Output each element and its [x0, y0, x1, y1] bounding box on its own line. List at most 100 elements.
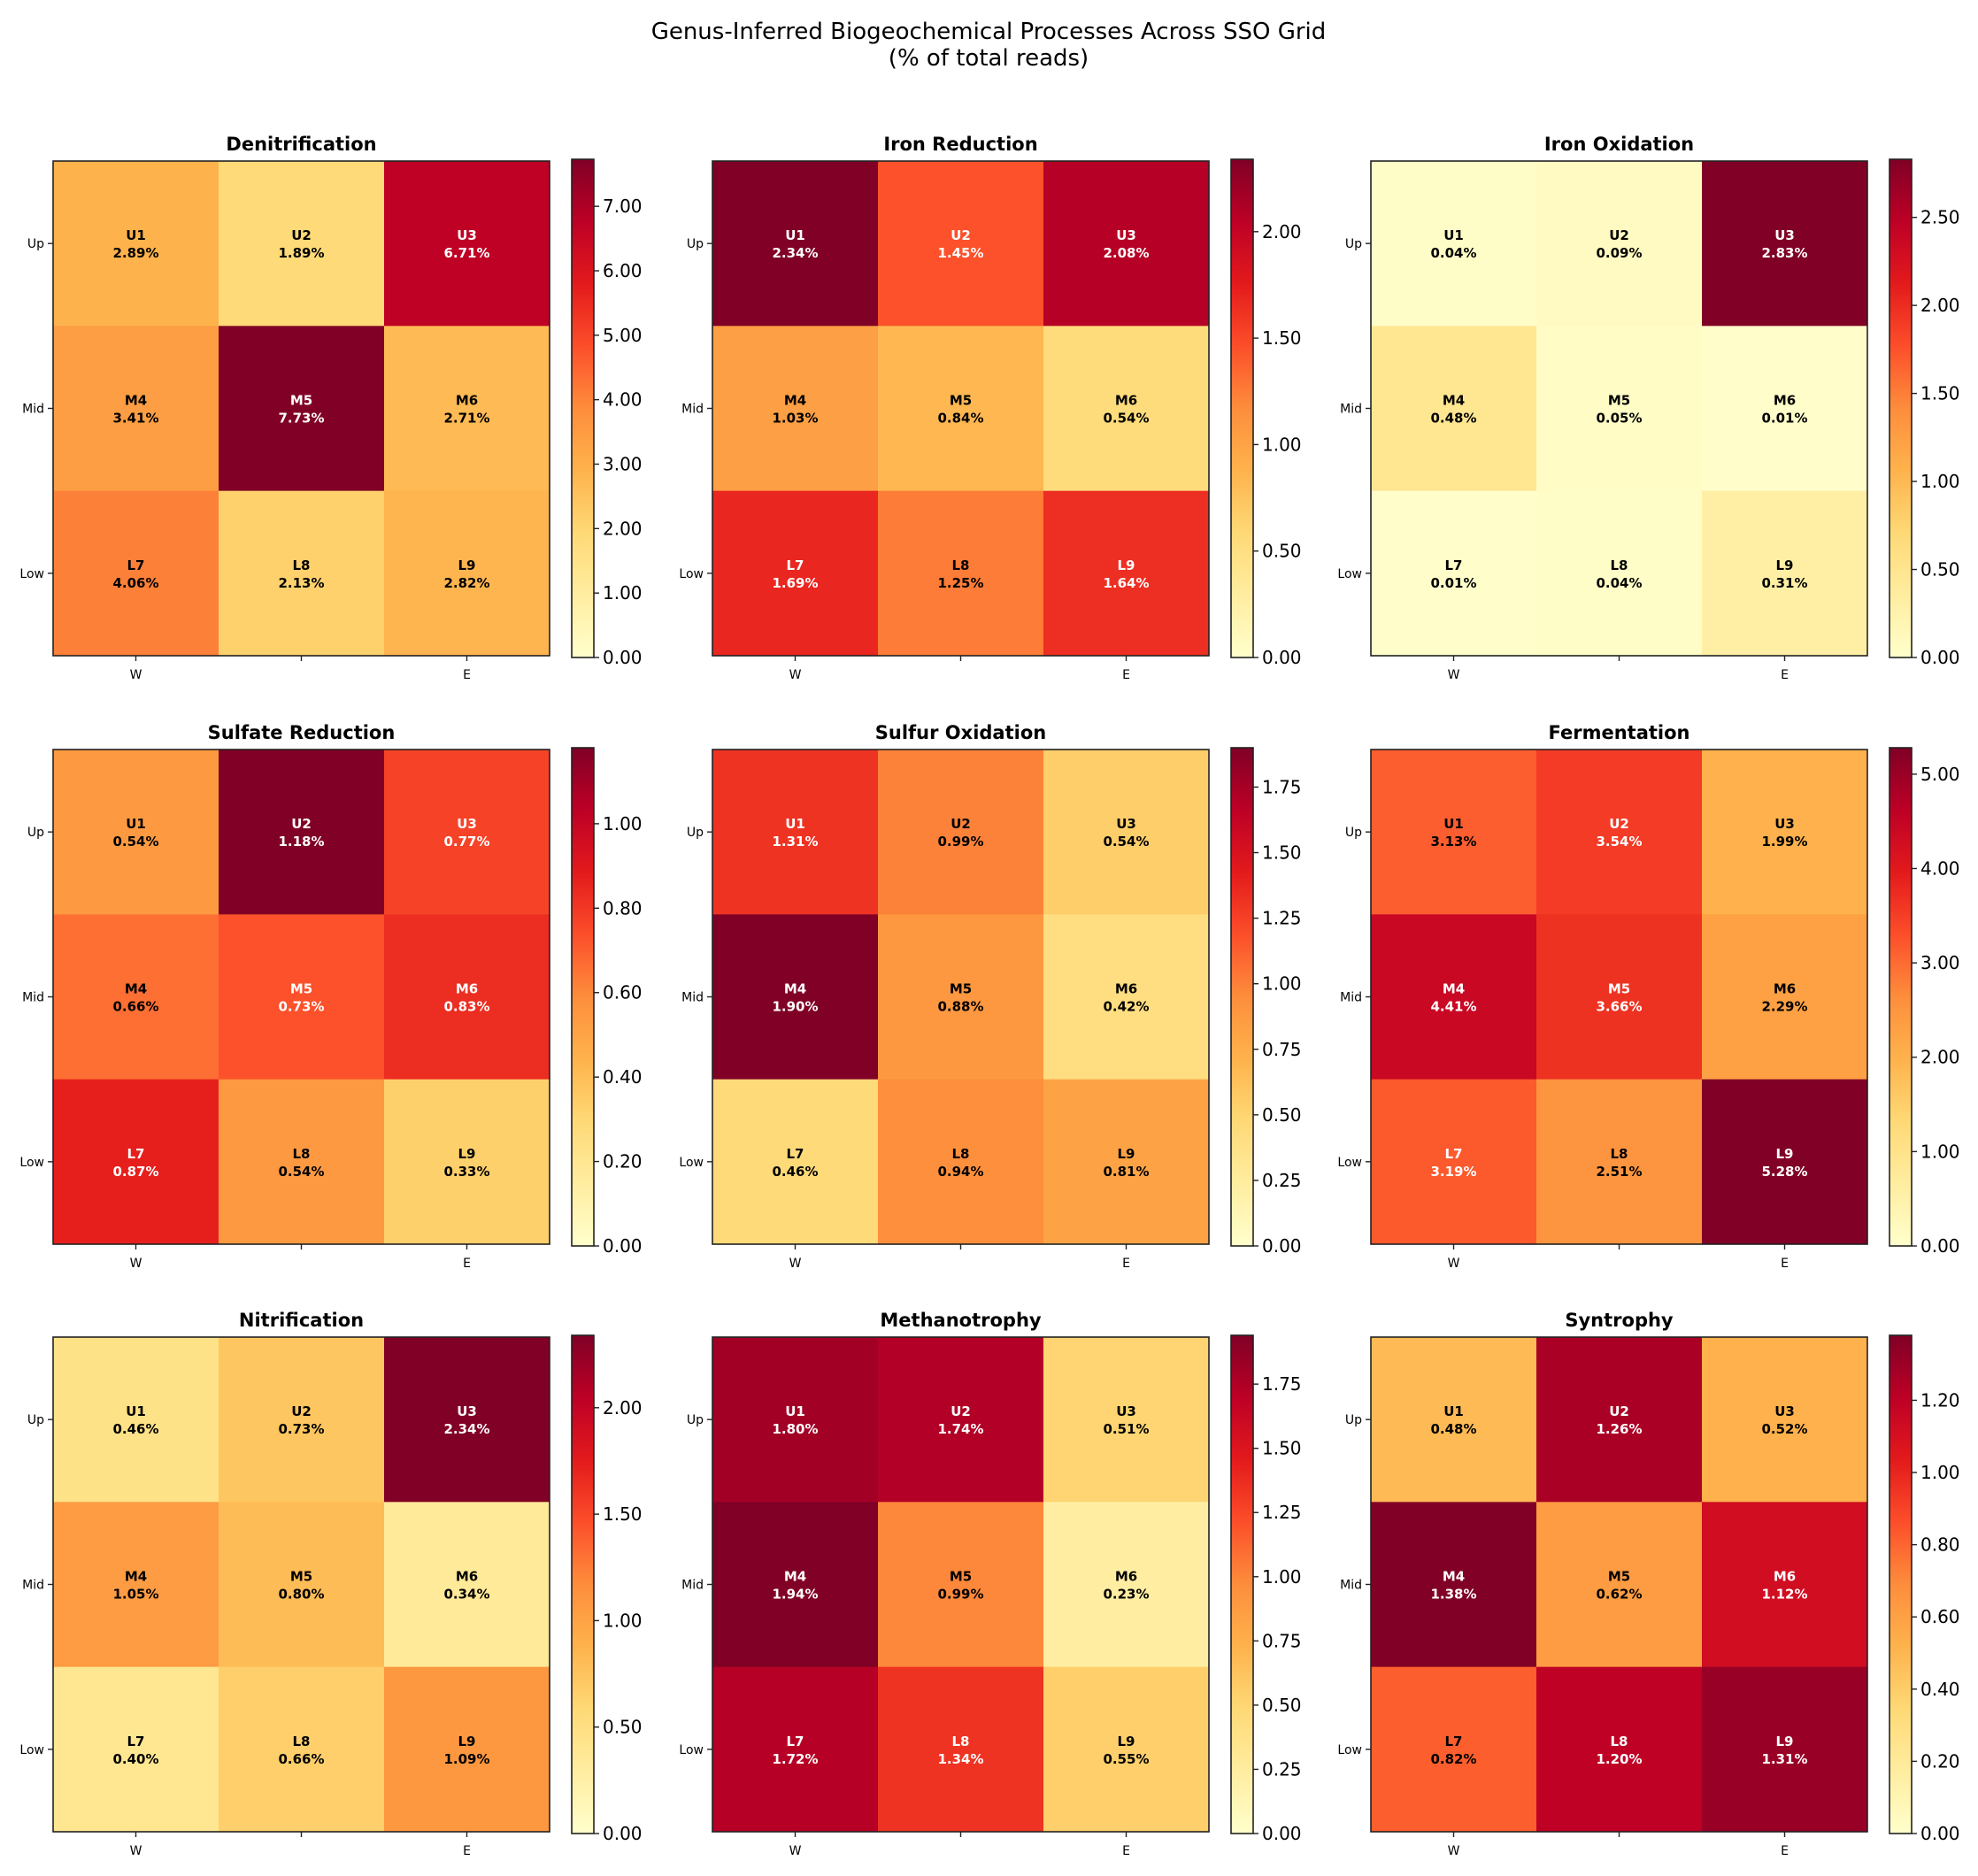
cell-label: U1 [1443, 227, 1464, 243]
heatmap-cell [712, 161, 879, 327]
heatmap-cell [1702, 914, 1868, 1080]
heatmap-cell [878, 1502, 1044, 1668]
x-tick-label: E [463, 1844, 471, 1858]
x-tick-label: W [789, 1844, 802, 1858]
cell-value-label: 7.73% [278, 411, 324, 427]
heatmap-cell [712, 914, 879, 1080]
cell-value-label: 1.69% [772, 575, 818, 591]
cell-label: L7 [127, 1146, 145, 1162]
cell-label: U1 [1443, 816, 1464, 832]
cell-value-label: 0.66% [278, 1751, 324, 1767]
y-tick-label: Low [1337, 567, 1362, 581]
cell-label: L8 [952, 1734, 970, 1749]
heatmap-cell [1702, 1502, 1868, 1668]
cell-label: M5 [290, 393, 312, 409]
heatmap-cell [1702, 490, 1868, 657]
heatmap-cell [1043, 914, 1210, 1080]
cell-value-label: 0.84% [937, 411, 983, 427]
y-tick-label: Up [27, 826, 44, 840]
colorbar-tick-label: 1.50 [1262, 327, 1302, 349]
cell-value-label: 3.41% [112, 411, 158, 427]
y-tick-label: Low [1337, 1743, 1362, 1757]
colorbar-tick-label: 0.50 [1262, 1104, 1302, 1126]
cell-value-label: 2.13% [278, 575, 324, 591]
cell-value-label: 2.71% [443, 411, 489, 427]
cell-value-label: 1.18% [278, 834, 324, 850]
heatmap-cell [878, 161, 1044, 327]
cell-value-label: 2.51% [1596, 1164, 1642, 1180]
cell-label: M6 [1774, 981, 1796, 997]
cell-value-label: 1.45% [937, 245, 983, 261]
heatmap-cell [1043, 1666, 1210, 1833]
x-tick-label: W [1448, 668, 1460, 682]
panel-title: Syntrophy [1565, 1310, 1674, 1331]
y-tick-label: Low [19, 1743, 44, 1757]
colorbar-tick-label: 0.00 [603, 1235, 643, 1257]
y-tick-label: Mid [1340, 403, 1362, 417]
panel-sulfate-reduction: Sulfate Reduction U1 0.54% U2 1.18% U3 0.77% M4… [19, 722, 642, 1271]
colorbar [1230, 158, 1254, 658]
cell-value-label: 0.48% [1430, 411, 1476, 427]
heatmap-cell [219, 326, 385, 492]
heatmap-cell [878, 1666, 1044, 1833]
y-tick-label: Low [679, 1156, 704, 1170]
cell-label: U3 [1116, 1403, 1136, 1419]
cell-value-label: 0.99% [937, 1587, 983, 1603]
cell-value-label: 4.41% [1430, 999, 1476, 1015]
cell-value-label: 1.38% [1430, 1587, 1476, 1603]
colorbar-tick-label: 0.00 [603, 647, 643, 668]
cell-value-label: 3.54% [1596, 834, 1642, 850]
heatmap-cell [384, 750, 550, 915]
y-tick-label: Low [19, 567, 44, 581]
colorbar-tick-label: 1.00 [1262, 973, 1302, 995]
cell-value-label: 5.28% [1761, 1164, 1807, 1180]
panel-nitrification: Nitrification U1 0.46% U2 0.73% U3 2.34% M4 1.05… [19, 1310, 642, 1858]
cell-label: L9 [1118, 1734, 1135, 1749]
heatmap-cell [53, 1502, 219, 1668]
panel-sulfur-oxidation: Sulfur Oxidation U1 1.31% U2 0.99% U3 0.54% M4 1… [679, 722, 1301, 1271]
colorbar [1889, 1334, 1913, 1834]
cell-label: M4 [784, 981, 806, 997]
colorbar-tick-label: 1.00 [1262, 434, 1302, 455]
cell-value-label: 2.29% [1761, 999, 1807, 1015]
y-tick-label: Up [687, 1413, 704, 1427]
heatmap-cell [53, 1666, 219, 1833]
cell-value-label: 1.94% [772, 1587, 818, 1603]
cell-label: M6 [1774, 1569, 1796, 1585]
colorbar [571, 747, 595, 1247]
cell-label: U1 [126, 227, 146, 243]
cell-value-label: 0.31% [1761, 575, 1807, 591]
colorbar [1230, 1334, 1254, 1834]
colorbar-tick-label: 1.50 [1262, 842, 1302, 864]
heatmap-cell [878, 490, 1044, 657]
y-tick-label: Mid [681, 403, 704, 417]
cell-value-label: 1.12% [1761, 1587, 1807, 1603]
heatmap-cell [878, 1079, 1044, 1245]
heatmap-cell [1536, 161, 1703, 327]
cell-label: L9 [1776, 557, 1794, 573]
colorbar-tick-label: 0.80 [603, 897, 643, 919]
cell-value-label: 4.06% [112, 575, 158, 591]
y-tick-label: Mid [22, 1579, 44, 1593]
heatmap-cell [1702, 161, 1868, 327]
heatmap-cell [878, 914, 1044, 1080]
colorbar-tick-label: 0.00 [603, 1823, 643, 1844]
panel-title: Methanotrophy [880, 1310, 1041, 1331]
cell-label: U3 [457, 227, 477, 243]
y-tick-label: Up [27, 1413, 44, 1427]
cell-value-label: 2.82% [443, 575, 489, 591]
y-tick-label: Mid [681, 1579, 704, 1593]
colorbar-tick-label: 3.00 [603, 454, 643, 475]
heatmap-cell [712, 1666, 879, 1833]
cell-label: L9 [1118, 1146, 1135, 1162]
heatmap-cell [1536, 1079, 1703, 1245]
colorbar [1230, 747, 1254, 1247]
y-tick-label: Mid [681, 991, 704, 1005]
heatmap-cell [1702, 1337, 1868, 1503]
x-tick-label: E [1122, 1257, 1130, 1271]
colorbar [571, 1334, 595, 1834]
colorbar-tick-label: 1.25 [1262, 908, 1302, 929]
x-tick-label: W [130, 668, 142, 682]
cell-value-label: 3.66% [1596, 999, 1642, 1015]
colorbar-tick-label: 2.00 [1920, 1047, 1960, 1068]
